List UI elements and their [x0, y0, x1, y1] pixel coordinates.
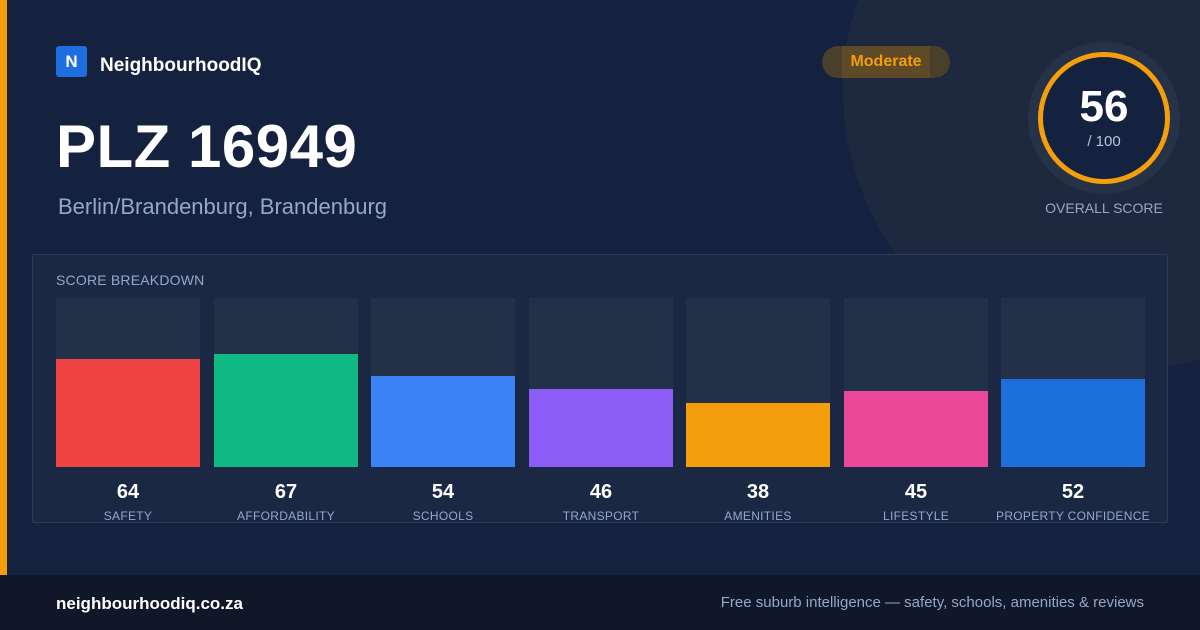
score-bar-track [56, 298, 200, 467]
score-bar-fill [56, 359, 200, 467]
score-bar-label: SAFETY [103, 509, 153, 523]
score-bar-value: 67 [274, 481, 298, 503]
score-bar-schools: 54 SCHOOLS [371, 298, 515, 523]
location-subtitle: Berlin/Brandenburg, Brandenburg [58, 194, 388, 219]
score-bar-value: 54 [431, 481, 455, 503]
brand-logo-icon: N [56, 46, 87, 77]
score-bar-value: 52 [1061, 481, 1085, 503]
score-bar-value: 64 [116, 481, 140, 503]
score-bar-fill [214, 354, 358, 467]
overall-score-max: / 100 [1087, 133, 1121, 150]
score-bar-track [214, 298, 358, 467]
score-bar-fill [844, 391, 988, 467]
rating-badge: Moderate [822, 46, 950, 78]
score-bar-label: TRANSPORT [562, 509, 640, 523]
score-bar-affordability: 67 AFFORDABILITY [214, 298, 358, 523]
score-bar-label: AMENITIES [724, 509, 792, 523]
rating-badge-label: Moderate [850, 53, 922, 70]
score-bar-track [529, 298, 673, 467]
brand-name: NeighbourhoodIQ [100, 55, 262, 76]
score-bar-safety: 64 SAFETY [56, 298, 200, 523]
score-bar-fill [686, 403, 830, 467]
score-bar-value: 45 [904, 481, 928, 503]
footer-tagline: Free suburb intelligence — safety, schoo… [720, 594, 1144, 611]
rating-badge-band [842, 46, 930, 78]
overall-score-ring: 56 / 100 [1028, 42, 1180, 194]
score-ring-progress [1038, 52, 1170, 184]
score-bar-label: LIFESTYLE [882, 509, 950, 523]
overall-score-caption: OVERALL SCORE [1045, 200, 1163, 216]
score-bar-label: SCHOOLS [412, 509, 474, 523]
score-bar-track [1001, 298, 1145, 467]
score-bar-track [844, 298, 988, 467]
score-bar-fill [371, 376, 515, 467]
score-bar-transport: 46 TRANSPORT [529, 298, 673, 523]
page-title: PLZ 16949 [56, 113, 358, 180]
share-card: N NeighbourhoodIQ PLZ 16949 Berlin/Brand… [0, 0, 1180, 575]
score-bar-fill [1001, 379, 1145, 467]
score-bar-label: AFFORDABILITY [237, 509, 335, 523]
score-bar-value: 38 [746, 481, 770, 503]
score-bar-label: PROPERTY CONFIDENCE [996, 509, 1150, 523]
score-bar-track [686, 298, 830, 467]
score-bar-fill [529, 389, 673, 467]
overall-score-value: 56 [1079, 82, 1129, 131]
footer-domain-link[interactable]: neighbourhoodiq.co.za [56, 594, 243, 613]
score-bar-amenities: 38 AMENITIES [686, 298, 830, 523]
score-breakdown-title: SCORE BREAKDOWN [56, 272, 205, 288]
score-breakdown-panel: SCORE BREAKDOWN 64 SAFETY 67 AFFORDABILITY 5… [32, 254, 1168, 523]
score-bar-value: 46 [589, 481, 613, 503]
accent-strip [0, 0, 7, 575]
score-bar-track [371, 298, 515, 467]
footer: neighbourhoodiq.co.za Free suburb intell… [0, 575, 1200, 630]
score-bar-lifestyle: 45 LIFESTYLE [844, 298, 988, 523]
score-bar-property-confidence: 52 PROPERTY CONFIDENCE [996, 298, 1150, 523]
brand: N NeighbourhoodIQ [56, 46, 261, 77]
